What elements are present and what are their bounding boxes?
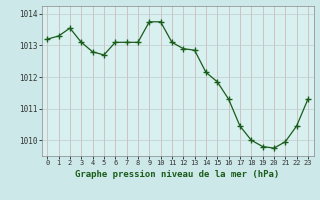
- X-axis label: Graphe pression niveau de la mer (hPa): Graphe pression niveau de la mer (hPa): [76, 170, 280, 179]
